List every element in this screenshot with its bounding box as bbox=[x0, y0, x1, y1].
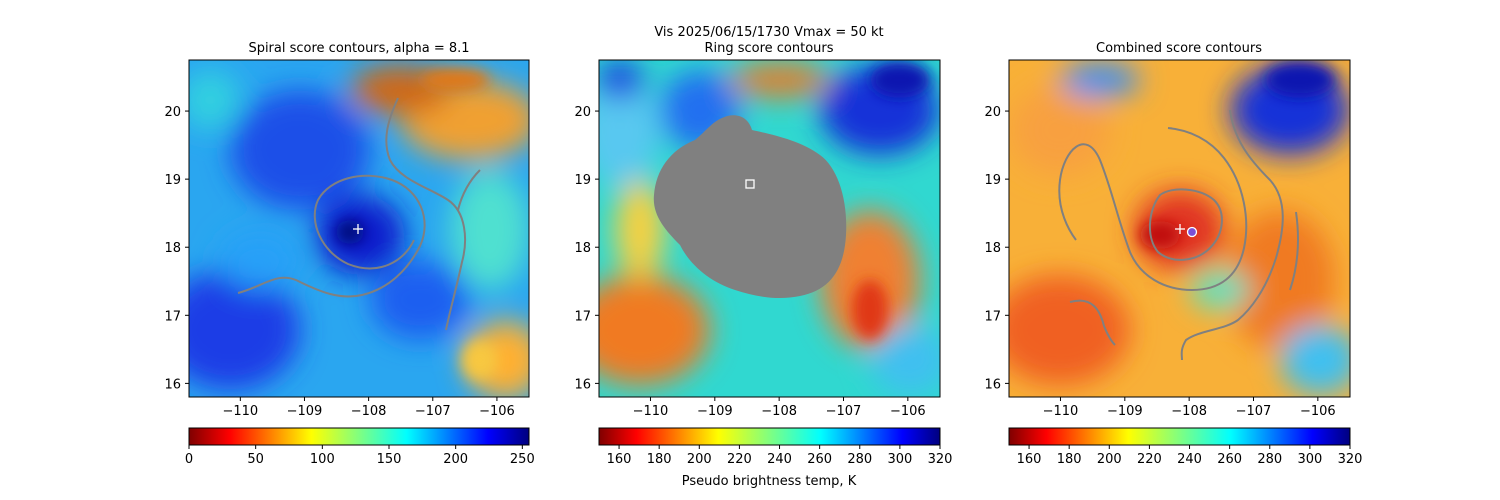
x-tick-label: −106 bbox=[890, 404, 926, 419]
panel-spiral-title: Spiral score contours, alpha = 8.1 bbox=[248, 41, 469, 56]
colorbar-tick-label: 0 bbox=[185, 452, 193, 467]
colorbar-tick-label: 50 bbox=[247, 452, 264, 467]
x-tick-label: −110 bbox=[222, 404, 258, 419]
ring-masked-region bbox=[653, 115, 847, 298]
colorbar-tick-label: 180 bbox=[647, 452, 672, 467]
ring-colorbar bbox=[598, 427, 941, 446]
x-tick-label: −109 bbox=[1107, 404, 1143, 419]
colorbar-tick-label: 300 bbox=[887, 452, 912, 467]
panel-spiral-axes: −110 −109 −108 −107 −106 16 17 18 19 20 bbox=[164, 105, 514, 419]
colorbar-tick-label: 220 bbox=[727, 452, 752, 467]
x-tick-label: −110 bbox=[633, 404, 669, 419]
x-tick-label: −109 bbox=[697, 404, 733, 419]
x-tick-label: −109 bbox=[287, 404, 323, 419]
ring-colorbar-ticks: 160 180 200 220 240 260 280 300 320 bbox=[607, 445, 953, 467]
panel-ring-frame bbox=[598, 59, 941, 398]
combined-outer-contour bbox=[1069, 299, 1116, 346]
figure-suptitle: Vis 2025/06/15/1730 Vmax = 50 kt bbox=[654, 25, 883, 40]
colorbar-tick-label: 100 bbox=[310, 452, 335, 467]
panel-combined: Combined score contours bbox=[984, 41, 1362, 467]
combined-colorbar-ticks: 160 180 200 220 240 260 280 300 320 bbox=[1017, 445, 1363, 467]
y-tick-label: 20 bbox=[164, 105, 181, 120]
colorbar-tick-label: 320 bbox=[1338, 452, 1363, 467]
x-tick-label: −108 bbox=[1171, 404, 1207, 419]
panel-ring: Ring score contours −110 −109 −108 −10 bbox=[574, 41, 953, 489]
y-tick-label: 17 bbox=[984, 309, 1001, 324]
colorbar-tick-label: 200 bbox=[1097, 452, 1122, 467]
spiral-colorbar bbox=[188, 427, 530, 446]
colorbar-tick-label: 260 bbox=[807, 452, 832, 467]
y-tick-label: 18 bbox=[574, 241, 591, 256]
panel-spiral: Spiral score contours, alpha = 8.1 bbox=[164, 41, 535, 467]
x-tick-label: −106 bbox=[1300, 404, 1336, 419]
ring-heatmap-image bbox=[599, 60, 940, 397]
colorbar-tick-label: 200 bbox=[687, 452, 712, 467]
panel-ring-center-marker bbox=[745, 179, 755, 189]
spiral-score-contour bbox=[237, 174, 426, 298]
colorbar-tick-label: 220 bbox=[1137, 452, 1162, 467]
y-tick-label: 18 bbox=[164, 241, 181, 256]
spiral-colorbar-ticks: 0 50 100 150 200 250 bbox=[185, 445, 535, 467]
y-tick-label: 19 bbox=[574, 173, 591, 188]
colorbar-tick-label: 300 bbox=[1297, 452, 1322, 467]
panel-combined-center-marker bbox=[1175, 224, 1185, 234]
combined-far-right-contour bbox=[1289, 211, 1299, 291]
y-tick-label: 18 bbox=[984, 241, 1001, 256]
y-tick-label: 16 bbox=[984, 377, 1001, 392]
y-tick-label: 17 bbox=[574, 309, 591, 324]
spiral-heatmap-image bbox=[189, 60, 529, 397]
colorbar-tick-label: 200 bbox=[443, 452, 468, 467]
panel-spiral-frame bbox=[188, 59, 530, 398]
colorbar-tick-label: 150 bbox=[377, 452, 402, 467]
panel-ring-title: Ring score contours bbox=[704, 41, 833, 56]
y-tick-label: 16 bbox=[164, 377, 181, 392]
y-tick-label: 19 bbox=[164, 173, 181, 188]
y-tick-label: 19 bbox=[984, 173, 1001, 188]
combined-inner-contour bbox=[1148, 188, 1223, 261]
combined-right-contour bbox=[1180, 109, 1284, 361]
colorbar-tick-label: 320 bbox=[928, 452, 953, 467]
panel-combined-axes: −110 −109 −108 −107 −106 16 17 18 19 20 bbox=[984, 105, 1335, 419]
x-tick-label: −107 bbox=[826, 404, 862, 419]
panel-combined-title: Combined score contours bbox=[1096, 41, 1262, 56]
panel-combined-circle-marker bbox=[1186, 226, 1198, 238]
x-tick-label: −106 bbox=[479, 404, 515, 419]
colorbar-label: Pseudo brightness temp, K bbox=[682, 474, 857, 489]
colorbar-tick-label: 280 bbox=[847, 452, 872, 467]
colorbar-tick-label: 240 bbox=[767, 452, 792, 467]
combined-colorbar bbox=[1008, 427, 1351, 446]
x-tick-label: −108 bbox=[761, 404, 797, 419]
colorbar-tick-label: 240 bbox=[1177, 452, 1202, 467]
y-tick-label: 17 bbox=[164, 309, 181, 324]
x-tick-label: −107 bbox=[415, 404, 451, 419]
colorbar-tick-label: 260 bbox=[1217, 452, 1242, 467]
panel-ring-axes: −110 −109 −108 −107 −106 16 17 18 19 20 bbox=[574, 105, 925, 419]
colorbar-tick-label: 280 bbox=[1257, 452, 1282, 467]
x-tick-label: −107 bbox=[1236, 404, 1272, 419]
colorbar-tick-label: 180 bbox=[1057, 452, 1082, 467]
y-tick-label: 20 bbox=[574, 105, 591, 120]
x-tick-label: −110 bbox=[1043, 404, 1079, 419]
colorbar-tick-label: 250 bbox=[510, 452, 535, 467]
spiral-branch-contour bbox=[457, 169, 481, 211]
panel-combined-frame bbox=[1008, 59, 1351, 398]
spiral-outer-contour bbox=[385, 97, 467, 331]
y-tick-label: 20 bbox=[984, 105, 1001, 120]
combined-middle-contour bbox=[1058, 127, 1248, 292]
x-tick-label: −108 bbox=[351, 404, 387, 419]
panel-spiral-center-marker bbox=[353, 224, 363, 234]
colorbar-tick-label: 160 bbox=[607, 452, 632, 467]
y-tick-label: 16 bbox=[574, 377, 591, 392]
colorbar-tick-label: 160 bbox=[1017, 452, 1042, 467]
